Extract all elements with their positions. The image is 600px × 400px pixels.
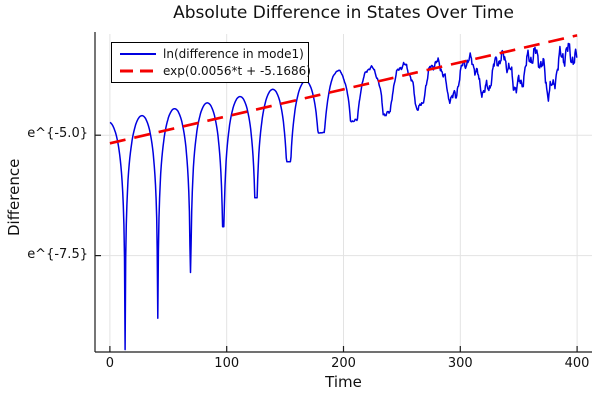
series-line-exp-fit [109, 34, 578, 145]
legend-label-series2: exp(0.0056*t + -5.1686) [163, 64, 311, 78]
x-tick-label: 100 [214, 356, 240, 371]
series-line-ln-difference [109, 42, 578, 351]
y-tick-label: e^{-5.0} [27, 126, 88, 142]
legend: ln(difference in mode1) exp(0.0056*t + -… [111, 42, 311, 83]
x-tick-label: 0 [105, 356, 115, 371]
legend-solid-line-icon [120, 53, 156, 55]
plot-title: Absolute Difference in States Over Time [173, 3, 514, 23]
y-tick-label: e^{-7.5} [27, 246, 88, 262]
legend-label-series1: ln(difference in mode1) [163, 47, 304, 61]
x-axis-label: Time [325, 373, 362, 391]
legend-item-series2: exp(0.0056*t + -5.1686) [118, 63, 311, 79]
legend-item-series1: ln(difference in mode1) [118, 46, 304, 62]
x-tick-label: 400 [564, 356, 590, 371]
x-tick-label: 200 [331, 356, 356, 371]
x-tick-label: 300 [447, 356, 473, 371]
legend-dashed-line-icon [120, 69, 156, 73]
